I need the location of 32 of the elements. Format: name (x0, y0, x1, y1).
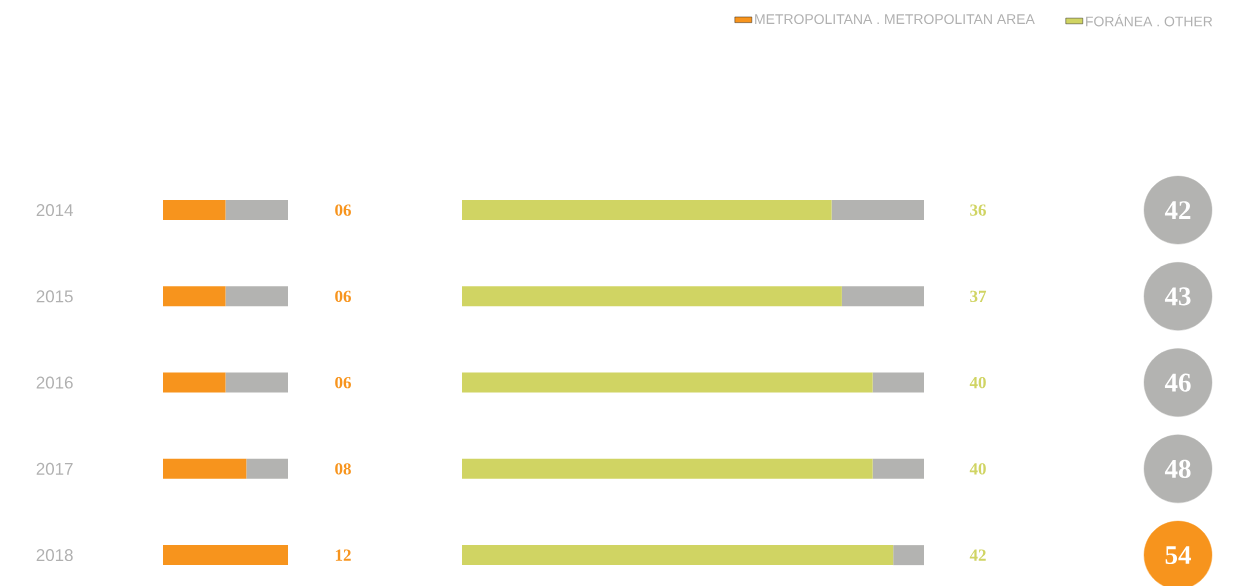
data-label: 06 (335, 376, 351, 389)
data-label: 42 (1164, 201, 1191, 220)
legend-label: FORÁNEA . OTHER (1086, 14, 1213, 27)
bar (872, 372, 925, 393)
data-label: 42 (969, 549, 986, 561)
data-label: 40 (969, 463, 986, 475)
data-label: 48 (1164, 459, 1191, 478)
data-label: 46 (1164, 373, 1191, 392)
bar (893, 545, 925, 566)
data-label: 08 (335, 463, 351, 475)
bar (462, 200, 832, 221)
bar (462, 286, 842, 307)
bar (841, 286, 925, 307)
data-label: 43 (1164, 287, 1191, 306)
bar (462, 372, 873, 393)
bar (462, 458, 873, 479)
y-tick-label: 2014 (36, 204, 73, 217)
data-label: 12 (335, 549, 351, 561)
bar (831, 200, 925, 221)
data-label: 37 (970, 290, 987, 303)
y-tick-label: 2018 (36, 549, 73, 562)
y-tick-label: 2015 (36, 290, 73, 303)
legend-label: METROPOLITANA . METROPOLITAN AREA (755, 14, 1035, 25)
data-label: 40 (969, 376, 986, 389)
bar (872, 458, 925, 479)
y-tick-label: 2017 (36, 462, 73, 475)
data-label: 06 (335, 290, 351, 303)
data-label: 54 (1165, 546, 1191, 565)
bar (462, 545, 894, 566)
y-tick-label: 2016 (36, 376, 73, 389)
data-label: 36 (970, 204, 986, 216)
data-label: 06 (335, 204, 351, 216)
